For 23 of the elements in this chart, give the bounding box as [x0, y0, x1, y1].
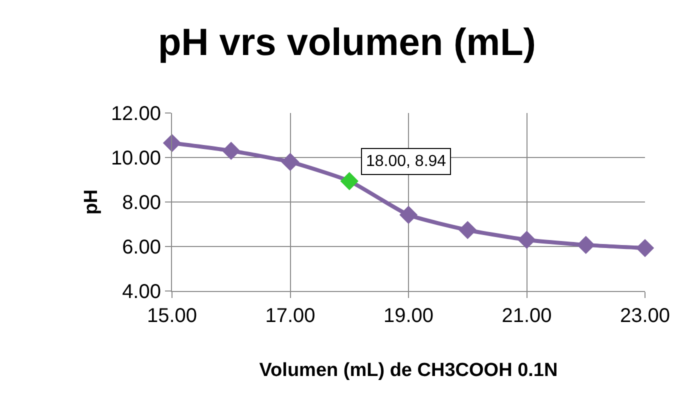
x-tick-label: 23.00 — [620, 305, 670, 327]
y-tick-label: 12.00 — [110, 103, 161, 125]
point — [518, 230, 536, 249]
x-tick-label: 15.00 — [146, 305, 198, 327]
point — [576, 236, 595, 254]
point — [281, 152, 300, 172]
x-axis-title: Volumen (mL) de CH3COOH 0.1N — [259, 360, 558, 381]
y-axis-title: pH — [80, 189, 102, 215]
y-tick-label: 6.00 — [122, 236, 161, 258]
point — [162, 134, 182, 152]
annotation: 18.00, 8.94 — [366, 153, 446, 170]
y-tick-label: 10.00 — [110, 148, 161, 170]
x-tick-label: 19.00 — [383, 305, 434, 327]
point — [399, 206, 418, 224]
x-tick-label: 21.00 — [502, 305, 552, 327]
point — [458, 220, 477, 240]
chart-title: pH vrs volumen (mL) — [158, 22, 536, 64]
y-tick-label: 4.00 — [122, 281, 161, 303]
point — [340, 172, 358, 190]
y-tick-label: 8.00 — [122, 192, 161, 214]
point — [222, 142, 240, 160]
x-tick-label: 17.00 — [265, 305, 316, 327]
point — [636, 238, 654, 258]
